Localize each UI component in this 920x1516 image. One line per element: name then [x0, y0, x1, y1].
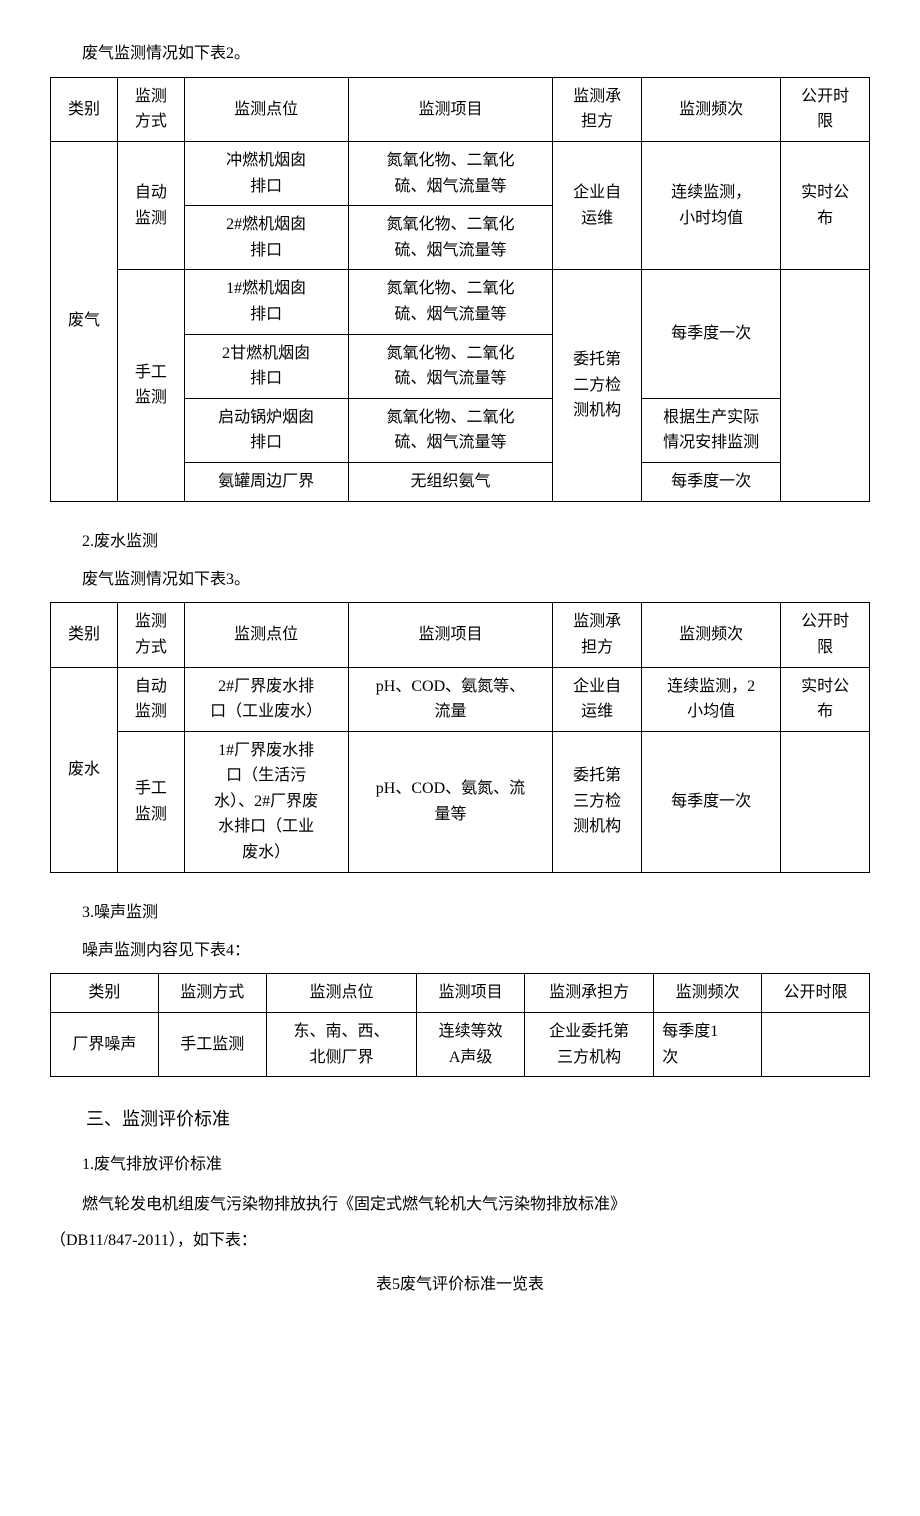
table-row: 废气 自动监测 冲燃机烟囱排口 氮氧化物、二氧化硫、烟气流量等 企业自运维 连续…	[51, 141, 870, 205]
major-section-3: 三、监测评价标准	[50, 1101, 870, 1137]
cell-point: 1#燃机烟囱排口	[184, 270, 348, 334]
cell-owner: 企业自运维	[553, 667, 642, 731]
cell-freq: 连续监测，小时均值	[642, 141, 781, 269]
cell-pub: 实时公布	[781, 141, 870, 269]
cell-pub	[781, 270, 870, 501]
cell-pub	[781, 731, 870, 872]
cell-item: pH、COD、氨氮等、流量	[348, 667, 553, 731]
cell-category: 废水	[51, 667, 118, 872]
cell: 连续等效A声级	[417, 1013, 525, 1077]
cell-point: 启动锅炉烟囱排口	[184, 398, 348, 462]
table5-caption: 表5废气评价标准一览表	[50, 1269, 870, 1301]
table-row: 厂界噪声 手工监测 东、南、西、北侧厂界 连续等效A声级 企业委托第三方机构 每…	[51, 1013, 870, 1077]
col-header: 监测频次	[642, 603, 781, 667]
table-row: 类别 监测方式 监测点位 监测项目 监测承担方 监测频次 公开时限	[51, 603, 870, 667]
cell-point: 2#厂界废水排口（工业废水）	[184, 667, 348, 731]
intro-table4: 噪声监测内容见下表4：	[50, 937, 870, 966]
cell-item: 氮氧化物、二氧化硫、烟气流量等	[348, 270, 553, 334]
col-header: 监测项目	[348, 77, 553, 141]
cell-point: 1#厂界废水排口（生活污水）、2#厂界废水排口（工业废水）	[184, 731, 348, 872]
cell-point: 2甘燃机烟囱排口	[184, 334, 348, 398]
intro-table3: 废气监测情况如下表3。	[50, 566, 870, 595]
col-header: 监测点位	[184, 77, 348, 141]
cell-method: 手工监测	[117, 270, 184, 501]
col-header: 监测项目	[417, 974, 525, 1013]
para-std-b: （DB11/847-2011），如下表：	[50, 1225, 870, 1257]
para-std-a: 燃气轮发电机组废气污染物排放执行《固定式燃气轮机大气污染物排放标准》	[50, 1189, 870, 1221]
col-header: 类别	[51, 974, 159, 1013]
cell-freq: 每季度一次	[642, 731, 781, 872]
cell-item: 氮氧化物、二氧化硫、烟气流量等	[348, 334, 553, 398]
cell-owner: 企业自运维	[553, 141, 642, 269]
col-header: 监测承担方	[553, 603, 642, 667]
section-wastewater: 2.废水监测	[50, 526, 870, 558]
cell-point: 2#燃机烟囱排口	[184, 206, 348, 270]
cell: 企业委托第三方机构	[525, 1013, 654, 1077]
col-header: 监测方式	[117, 603, 184, 667]
table3-wastewater: 类别 监测方式 监测点位 监测项目 监测承担方 监测频次 公开时限 废水 自动监…	[50, 602, 870, 872]
col-header: 类别	[51, 77, 118, 141]
cell-owner: 委托第二方检测机构	[553, 270, 642, 501]
col-header: 类别	[51, 603, 118, 667]
cell-item: 氮氧化物、二氧化硫、烟气流量等	[348, 141, 553, 205]
cell-method: 手工监测	[117, 731, 184, 872]
table-row: 手工监测 1#燃机烟囱排口 氮氧化物、二氧化硫、烟气流量等 委托第二方检测机构 …	[51, 270, 870, 334]
col-header: 监测频次	[654, 974, 762, 1013]
col-header: 监测方式	[117, 77, 184, 141]
intro-table2: 废气监测情况如下表2。	[50, 40, 870, 69]
col-header: 监测点位	[184, 603, 348, 667]
table4-noise: 类别 监测方式 监测点位 监测项目 监测承担方 监测频次 公开时限 厂界噪声 手…	[50, 973, 870, 1077]
col-header: 监测承担方	[525, 974, 654, 1013]
cell-freq: 每季度一次	[642, 270, 781, 398]
table-row: 类别 监测方式 监测点位 监测项目 监测承担方 监测频次 公开时限	[51, 974, 870, 1013]
cell-pub: 实时公布	[781, 667, 870, 731]
table2-exhaust: 类别 监测方式 监测点位 监测项目 监测承担方 监测频次 公开时限 废气 自动监…	[50, 77, 870, 502]
cell-item: 氮氧化物、二氧化硫、烟气流量等	[348, 206, 553, 270]
col-header: 监测项目	[348, 603, 553, 667]
cell-freq: 连续监测，2小均值	[642, 667, 781, 731]
col-header: 公开时限	[781, 603, 870, 667]
cell: 厂界噪声	[51, 1013, 159, 1077]
cell: 手工监测	[158, 1013, 266, 1077]
col-header: 监测方式	[158, 974, 266, 1013]
cell-point: 氨罐周边厂界	[184, 462, 348, 501]
table-row: 废水 自动监测 2#厂界废水排口（工业废水） pH、COD、氨氮等、流量 企业自…	[51, 667, 870, 731]
cell-category: 废气	[51, 141, 118, 501]
section-noise: 3.噪声监测	[50, 897, 870, 929]
cell: 东、南、西、北侧厂界	[266, 1013, 416, 1077]
cell: 每季度1次	[654, 1013, 762, 1077]
section-exhaust-std: 1.废气排放评价标准	[50, 1149, 870, 1181]
cell-item: 无组织氨气	[348, 462, 553, 501]
table-row: 手工监测 1#厂界废水排口（生活污水）、2#厂界废水排口（工业废水） pH、CO…	[51, 731, 870, 872]
cell-freq: 根据生产实际情况安排监测	[642, 398, 781, 462]
col-header: 监测点位	[266, 974, 416, 1013]
cell-item: pH、COD、氨氮、流量等	[348, 731, 553, 872]
table-row: 类别 监测方式 监测点位 监测项目 监测承担方 监测频次 公开时限	[51, 77, 870, 141]
cell	[762, 1013, 870, 1077]
cell-owner: 委托第三方检测机构	[553, 731, 642, 872]
cell-freq: 每季度一次	[642, 462, 781, 501]
col-header: 监测频次	[642, 77, 781, 141]
col-header: 监测承担方	[553, 77, 642, 141]
col-header: 公开时限	[762, 974, 870, 1013]
cell-method: 自动监测	[117, 141, 184, 269]
cell-item: 氮氧化物、二氧化硫、烟气流量等	[348, 398, 553, 462]
cell-method: 自动监测	[117, 667, 184, 731]
cell-point: 冲燃机烟囱排口	[184, 141, 348, 205]
col-header: 公开时限	[781, 77, 870, 141]
